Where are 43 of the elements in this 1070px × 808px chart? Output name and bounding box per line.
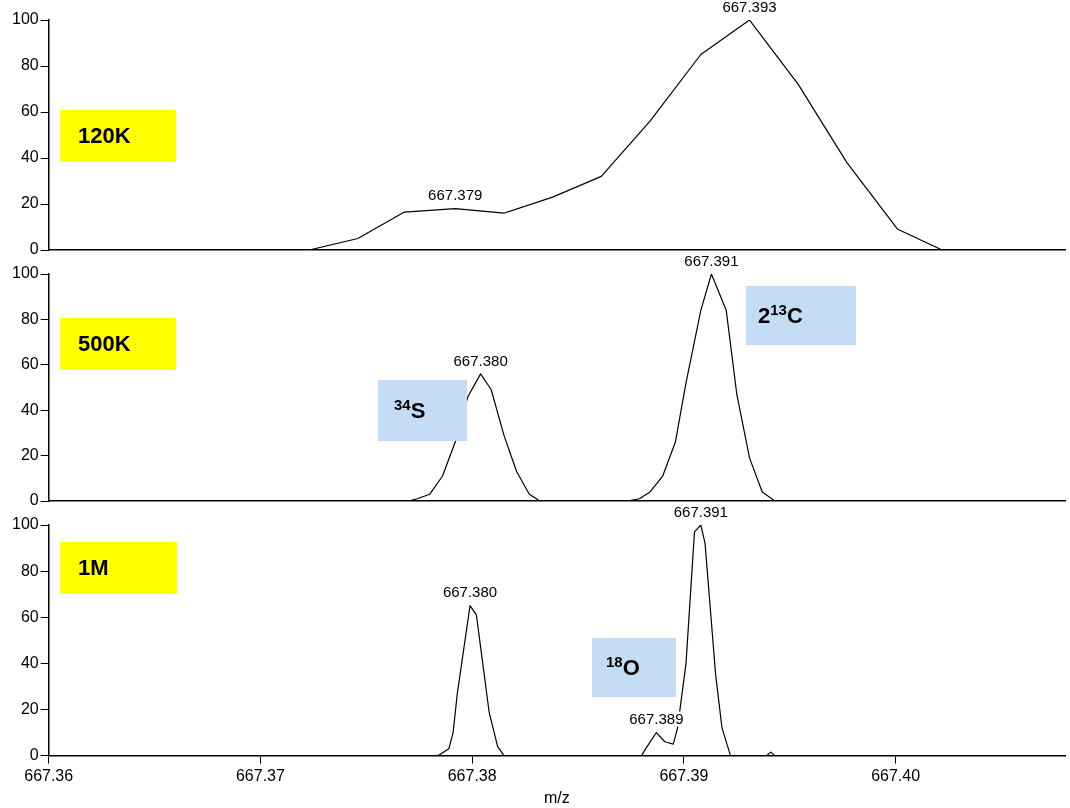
annotation: 1M (78, 555, 109, 581)
y-tick-label: 40 (20, 400, 39, 418)
y-tick-label: 0 (29, 240, 39, 258)
y-tick-label: 60 (20, 102, 39, 120)
x-tick-label: 667.40 (871, 766, 921, 784)
y-tick-label: 80 (20, 56, 39, 74)
annotation: 667.380 (442, 583, 498, 601)
y-tick-label: 100 (11, 264, 39, 282)
label-tag: 500K (60, 318, 176, 370)
y-tick-label: 60 (20, 607, 39, 625)
annotation: 667.389 (629, 710, 684, 728)
label-tag: 2$^{13}$C (746, 286, 856, 345)
annotation: 2$^{13}$C (758, 301, 803, 330)
y-tick-label: 40 (20, 148, 39, 166)
x-tick-label: 667.39 (659, 766, 709, 784)
label-tag: 1M (60, 542, 177, 594)
label-tag: $^{18}$O (592, 638, 676, 697)
y-tick-label: 20 (20, 699, 39, 717)
y-tick-label: 100 (11, 515, 39, 533)
y-tick-label: 60 (20, 355, 39, 373)
annotation: 667.391 (673, 502, 728, 520)
annotation: $^{34}$S (394, 396, 426, 425)
y-tick-label: 100 (11, 10, 39, 28)
annotation: 667.393 (722, 0, 777, 15)
y-tick-label: 80 (20, 309, 39, 327)
annotation: 667.391 (684, 251, 739, 269)
y-tick-label: 0 (29, 491, 39, 509)
y-tick-label: 80 (20, 561, 39, 579)
annotation: 120K (78, 123, 131, 149)
annotation: 667.380 (453, 351, 508, 369)
label-tag: 120K (60, 110, 176, 162)
y-tick-label: 20 (20, 446, 39, 464)
x-tick-label: 667.36 (24, 766, 74, 784)
y-tick-label: 20 (20, 194, 39, 212)
y-tick-label: 0 (29, 746, 39, 764)
x-tick-label: 667.37 (235, 766, 285, 784)
annotation: 667.379 (428, 186, 483, 204)
x-tick-label: 667.38 (447, 766, 497, 784)
y-tick-label: 40 (20, 653, 39, 671)
x-axis-title: m/z (543, 788, 570, 806)
label-tag: $^{34}$S (378, 380, 467, 441)
annotation: 500K (78, 331, 131, 357)
annotation: $^{18}$O (606, 653, 640, 682)
